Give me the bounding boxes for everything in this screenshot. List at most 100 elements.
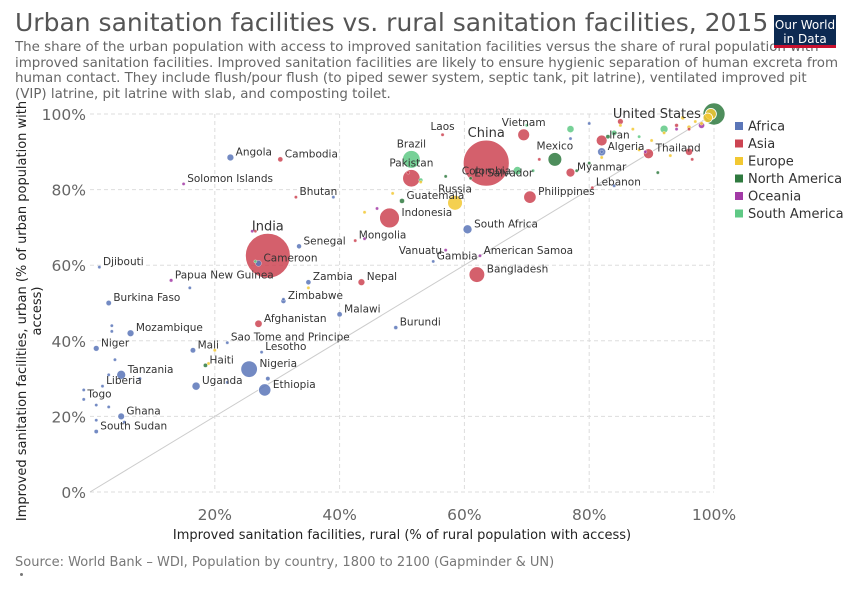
data-point[interactable] <box>188 286 192 290</box>
data-point-russia[interactable] <box>447 194 463 211</box>
data-point[interactable] <box>618 123 623 128</box>
data-point-uganda[interactable] <box>192 382 201 391</box>
data-point-tanzania[interactable] <box>116 369 127 380</box>
data-point-guatemala[interactable] <box>399 198 405 204</box>
data-point-el-salvador[interactable] <box>468 176 473 181</box>
data-point[interactable] <box>110 323 114 328</box>
data-point[interactable] <box>568 136 573 141</box>
data-point[interactable] <box>537 157 542 162</box>
data-point-vietnam[interactable] <box>517 128 531 142</box>
data-point[interactable] <box>685 148 693 156</box>
data-point-senegal[interactable] <box>296 243 302 249</box>
data-point[interactable] <box>113 357 117 362</box>
data-point-mexico[interactable] <box>547 152 563 167</box>
legend-label-north-america[interactable]: North America <box>748 172 842 187</box>
legend-swatch-south-america[interactable] <box>735 209 743 218</box>
data-point[interactable] <box>612 184 616 188</box>
data-point[interactable] <box>693 119 698 124</box>
data-point[interactable] <box>662 131 666 135</box>
data-point[interactable] <box>390 191 395 196</box>
data-point-liberia[interactable] <box>100 384 105 388</box>
data-point-bhutan[interactable] <box>294 195 298 199</box>
data-point[interactable] <box>605 134 611 139</box>
data-point[interactable] <box>306 286 311 290</box>
data-point[interactable] <box>668 153 673 158</box>
data-point[interactable] <box>331 195 336 199</box>
data-point[interactable] <box>599 150 604 154</box>
data-point-colombia[interactable] <box>512 166 523 176</box>
data-point[interactable] <box>375 206 379 211</box>
data-point[interactable] <box>82 388 86 392</box>
data-point-south-sudan[interactable] <box>94 429 99 434</box>
data-point[interactable] <box>587 121 591 126</box>
data-point-mali[interactable] <box>190 347 196 354</box>
legend-swatch-oceania[interactable] <box>735 192 743 200</box>
data-point-togo[interactable] <box>81 397 86 402</box>
data-point[interactable] <box>649 138 654 143</box>
data-point[interactable] <box>362 210 367 215</box>
data-point-vanuatu[interactable] <box>443 248 448 252</box>
data-point[interactable] <box>106 405 111 409</box>
legend-swatch-europe[interactable] <box>735 157 743 165</box>
data-point[interactable] <box>406 170 410 175</box>
data-point-solomon-islands[interactable] <box>181 182 186 186</box>
data-point[interactable] <box>690 157 694 162</box>
data-point[interactable] <box>574 168 579 173</box>
data-point-brazil[interactable] <box>402 150 421 169</box>
data-point-burundi[interactable] <box>393 325 398 330</box>
legend-label-africa[interactable]: Africa <box>748 120 785 135</box>
data-point[interactable] <box>138 376 142 381</box>
legend-label-south-america[interactable]: South America <box>748 207 844 222</box>
data-point[interactable] <box>611 130 617 136</box>
data-point-laos[interactable] <box>440 132 445 137</box>
data-point-papua-new-guinea[interactable] <box>169 278 174 283</box>
data-point[interactable] <box>110 329 114 334</box>
data-point-thailand[interactable] <box>642 148 654 160</box>
data-point-south-africa[interactable] <box>462 224 473 235</box>
data-point-philippines[interactable] <box>523 190 537 204</box>
data-point[interactable] <box>531 168 535 173</box>
data-point-malawi[interactable] <box>336 311 343 318</box>
data-point[interactable] <box>265 376 271 381</box>
data-point[interactable] <box>206 361 211 366</box>
legend-swatch-asia[interactable] <box>735 139 743 148</box>
data-point-india[interactable] <box>245 232 291 279</box>
data-point[interactable] <box>631 127 635 131</box>
data-point-american-samoa[interactable] <box>478 253 482 258</box>
data-point-nepal[interactable] <box>358 278 365 286</box>
data-point[interactable] <box>643 150 648 154</box>
data-point-ghana[interactable] <box>117 413 125 420</box>
data-point[interactable] <box>674 123 679 128</box>
data-point-china[interactable] <box>462 139 510 187</box>
data-point[interactable] <box>94 403 98 407</box>
data-point[interactable] <box>253 259 258 264</box>
data-point[interactable] <box>674 127 679 131</box>
our-world-in-data-logo[interactable]: Our World in Data <box>774 15 836 48</box>
data-point[interactable] <box>106 373 111 377</box>
legend-label-oceania[interactable]: Oceania <box>748 190 801 205</box>
data-point-lesotho[interactable] <box>259 350 264 354</box>
data-point-mongolia[interactable] <box>353 238 357 243</box>
data-point[interactable] <box>94 418 98 422</box>
data-point-pakistan[interactable] <box>402 169 421 188</box>
data-point[interactable] <box>418 180 423 184</box>
data-point-ethiopia[interactable] <box>258 383 272 397</box>
data-point[interactable] <box>443 174 448 179</box>
data-point[interactable] <box>702 112 713 123</box>
data-point[interactable] <box>680 115 685 120</box>
data-point[interactable] <box>281 297 286 301</box>
data-point[interactable] <box>687 127 691 131</box>
data-point[interactable] <box>225 380 230 385</box>
data-point[interactable] <box>213 348 217 352</box>
legend-swatch-africa[interactable] <box>735 122 743 130</box>
data-point-gambia[interactable] <box>431 259 435 264</box>
data-point-niger[interactable] <box>93 345 100 352</box>
data-point-lebanon[interactable] <box>590 185 595 190</box>
data-point-afghanistan[interactable] <box>254 320 263 328</box>
data-point-haiti[interactable] <box>203 363 208 368</box>
data-point-sao-tome-and-principe[interactable] <box>225 340 230 345</box>
data-point-cambodia[interactable] <box>277 156 283 162</box>
data-point[interactable] <box>656 170 660 175</box>
data-point[interactable] <box>122 420 127 424</box>
data-point[interactable] <box>362 236 367 241</box>
